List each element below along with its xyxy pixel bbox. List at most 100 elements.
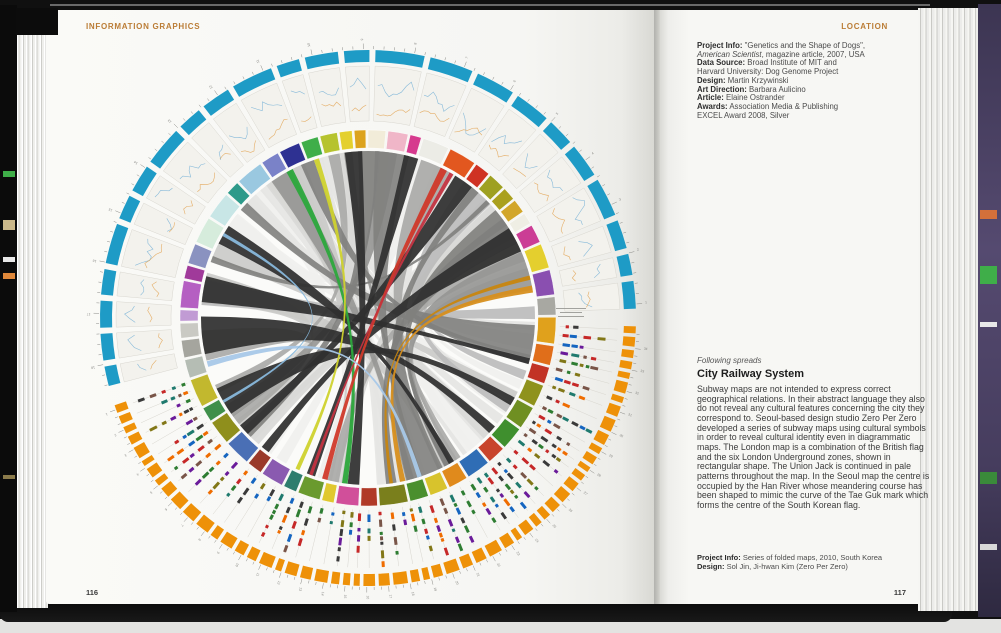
project-info-top: Project Info: "Genetics and the Shape of… — [697, 41, 917, 120]
svg-text:24: 24 — [534, 538, 540, 544]
svg-text:12: 12 — [276, 580, 281, 585]
article-block: Following spreads City Railway System Su… — [697, 356, 935, 511]
svg-text:5: 5 — [149, 490, 153, 494]
article-body: Subway maps are not intended to express … — [697, 384, 930, 510]
breed-marker-rows — [132, 325, 618, 569]
info-line: Harvard University: Dog Genome Project — [697, 67, 839, 77]
fore-edge-mark — [3, 220, 15, 230]
svg-text:1: 1 — [105, 412, 108, 416]
svg-text:6: 6 — [513, 79, 517, 83]
left-fore-edge — [0, 5, 17, 612]
running-head-right: LOCATION — [841, 22, 888, 31]
svg-text:2: 2 — [114, 433, 117, 437]
info-line: Project Info: Series of folded maps, 201… — [697, 553, 883, 562]
info-line: EXCEL Award 2008, Silver — [697, 110, 790, 120]
table-surface — [0, 619, 1001, 633]
svg-text:11: 11 — [255, 572, 260, 577]
info-line: Article: Elaine Ostrander — [697, 93, 785, 103]
svg-text:15: 15 — [108, 207, 113, 212]
svg-text:16: 16 — [366, 595, 370, 599]
svg-text:23: 23 — [515, 551, 520, 556]
right-page — [658, 10, 918, 604]
svg-text:5: 5 — [555, 112, 559, 116]
circos-genome-diagram: 1234567891011121314151617181234567891011… — [87, 39, 648, 600]
svg-text:3: 3 — [124, 453, 128, 457]
svg-text:26: 26 — [568, 508, 574, 514]
svg-text:21: 21 — [476, 572, 481, 577]
fore-edge-mark — [980, 210, 997, 219]
fore-edge-mark — [3, 257, 15, 262]
book-top-edge-highlight — [50, 4, 930, 6]
info-line: Awards: Association Media & Publishing — [697, 101, 839, 111]
svg-text:2: 2 — [637, 247, 640, 251]
info-line: Design: Martin Krzywinski — [697, 75, 789, 85]
article-kicker: Following spreads — [697, 356, 762, 365]
svg-text:6: 6 — [164, 507, 168, 511]
fore-edge-mark — [980, 472, 997, 484]
left-page-edges — [17, 8, 48, 608]
svg-text:31: 31 — [628, 412, 633, 417]
svg-text:15: 15 — [343, 594, 347, 598]
svg-text:17: 17 — [87, 312, 91, 316]
svg-text:22: 22 — [496, 562, 501, 567]
info-line: Project Info: "Genetics and the Shape of… — [697, 41, 866, 50]
svg-text:4: 4 — [136, 472, 140, 476]
inner-segment-ring — [179, 129, 557, 507]
svg-text:13: 13 — [167, 118, 173, 124]
svg-text:10: 10 — [307, 43, 312, 48]
fore-edge-mark — [980, 544, 997, 550]
outer-ring — [99, 49, 636, 586]
svg-text:17: 17 — [388, 594, 392, 598]
fore-edge-mark — [980, 266, 997, 284]
page-number-right: 117 — [893, 588, 906, 597]
histogram-track — [115, 65, 621, 383]
info-line: Art Direction: Barbara Aulicino — [697, 84, 806, 94]
top-left-cover-corner — [16, 8, 58, 35]
svg-text:29: 29 — [608, 453, 613, 458]
right-fore-edge — [978, 4, 1001, 617]
svg-text:18: 18 — [411, 592, 416, 596]
fore-edge-mark — [3, 171, 15, 177]
micro-legend — [556, 308, 586, 317]
svg-text:18: 18 — [91, 365, 96, 370]
svg-text:16: 16 — [92, 259, 97, 264]
svg-text:13: 13 — [298, 587, 303, 592]
svg-text:9: 9 — [216, 551, 220, 555]
svg-text:20: 20 — [454, 580, 459, 585]
svg-text:34: 34 — [644, 347, 648, 351]
project-info-bottom: Project Info: Series of folded maps, 201… — [697, 553, 929, 571]
svg-text:11: 11 — [255, 59, 260, 64]
svg-text:14: 14 — [133, 160, 138, 165]
svg-text:8: 8 — [197, 538, 201, 542]
article-title: City Railway System — [697, 368, 804, 380]
chords-layer — [201, 150, 536, 485]
svg-text:27: 27 — [583, 491, 589, 497]
svg-text:30: 30 — [619, 433, 624, 438]
book-bottom-cover-edge — [0, 601, 952, 622]
info-line: American Scientist, magazine article, 20… — [697, 49, 865, 59]
svg-text:7: 7 — [180, 523, 184, 527]
svg-text:28: 28 — [596, 473, 601, 478]
svg-text:12: 12 — [208, 84, 213, 89]
right-page-edges — [918, 8, 978, 611]
svg-text:8: 8 — [413, 42, 417, 45]
info-line: Design: Sol Jin, Ji-hwan Kim (Zero Per Z… — [697, 561, 848, 571]
svg-text:4: 4 — [591, 151, 595, 155]
svg-text:33: 33 — [640, 369, 645, 374]
svg-text:19: 19 — [433, 587, 438, 592]
svg-text:25: 25 — [551, 524, 557, 530]
svg-text:10: 10 — [234, 562, 239, 567]
tick-labels: 1234567891011121314151617181234567891011… — [87, 39, 648, 600]
fore-edge-mark — [3, 475, 15, 479]
page-number-left: 116 — [86, 588, 99, 597]
fore-edge-mark — [3, 273, 15, 279]
svg-text:3: 3 — [618, 197, 622, 201]
svg-text:14: 14 — [320, 591, 325, 595]
svg-text:7: 7 — [465, 56, 469, 59]
info-line: Data Source: Broad Institute of MIT and — [697, 58, 837, 68]
svg-text:9: 9 — [360, 39, 364, 41]
running-head-left: INFORMATION GRAPHICS — [86, 22, 201, 31]
book-gutter-shadow — [654, 10, 660, 604]
fore-edge-mark — [980, 322, 997, 327]
